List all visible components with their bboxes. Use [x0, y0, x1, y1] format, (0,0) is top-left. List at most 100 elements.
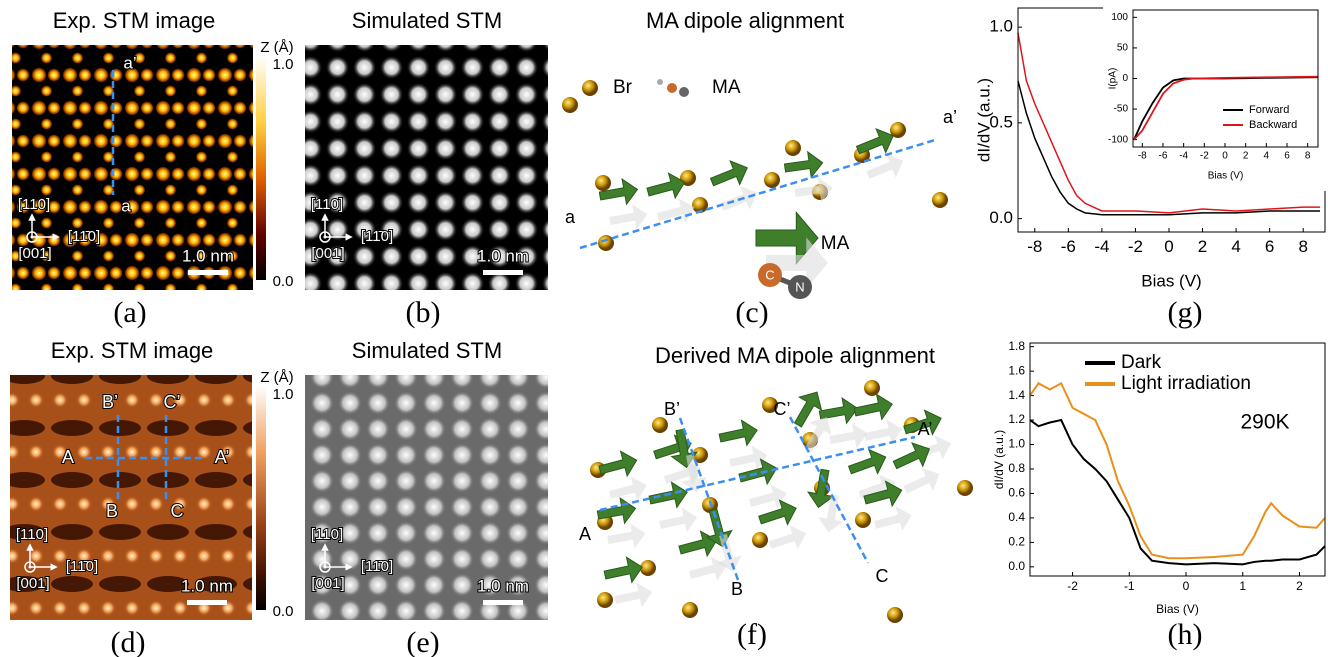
colorbar-title: Z (Å): [260, 39, 293, 56]
atom-label: N: [795, 279, 804, 294]
panel-label: (a): [113, 296, 146, 329]
axis-label: [11̄0]: [66, 558, 98, 575]
y-axis-title: I(pA): [1108, 68, 1119, 90]
scale-bar: [483, 270, 523, 275]
y-tick-label: 0.0: [1008, 559, 1025, 573]
legend-label: Forward: [1249, 104, 1289, 116]
panel-label: (b): [406, 296, 441, 329]
cut-label: a’: [943, 107, 957, 127]
legend-label: Br: [613, 77, 633, 98]
cut-label: a: [121, 196, 131, 215]
axis-label: [001]: [16, 575, 49, 592]
legend-label: Light irradiation: [1121, 373, 1251, 394]
colorbar-min: 0.0: [273, 273, 294, 290]
x-tick-label: -4: [1179, 151, 1188, 162]
br-atom: [932, 192, 948, 208]
br-atom: [582, 80, 598, 96]
axis-label: [11̄0]: [68, 228, 100, 245]
legend-label: Dark: [1121, 352, 1162, 373]
colorbar: [256, 385, 266, 610]
br-atom: [855, 512, 871, 528]
x-tick-label: 0: [1164, 237, 1173, 256]
x-tick-label: -6: [1159, 151, 1168, 162]
scale-bar: [483, 600, 523, 605]
x-tick-label: -8: [1138, 151, 1147, 162]
x-tick-label: -8: [1027, 237, 1042, 256]
cut-label: A’: [918, 419, 933, 439]
x-axis-title: Bias (V): [1141, 271, 1201, 290]
x-tick-label: 4: [1264, 151, 1270, 162]
page: Exp. STM image(a)Z (Å)1.00.0[110][11̄0][…: [0, 0, 1328, 657]
x-tick-label: -6: [1061, 237, 1076, 256]
scale-label: 1.0 nm: [477, 246, 529, 265]
y-tick-label: -50: [1114, 104, 1129, 115]
scale-label: 1.0 nm: [181, 576, 233, 595]
dipole-shadow: [607, 473, 650, 508]
ma-dipole: [647, 480, 689, 513]
n-atom: [679, 87, 689, 97]
cut-label: a: [565, 207, 576, 227]
scale-bar: [188, 270, 228, 275]
ma-dipole: [602, 555, 644, 588]
dipole-shadow: [766, 521, 810, 557]
panel-label: (f): [737, 618, 767, 651]
axis-label: [110]: [16, 526, 48, 543]
panel-title: Exp. STM image: [53, 8, 216, 33]
colorbar-max: 1.0: [273, 386, 294, 403]
h-atom: [657, 79, 663, 85]
cut-label: A: [579, 524, 591, 544]
x-tick-label: 8: [1298, 237, 1307, 256]
panel-title: Exp. STM image: [51, 338, 214, 363]
y-tick-label: 1.0: [1008, 437, 1025, 451]
colorbar-title: Z (Å): [260, 369, 293, 386]
cut-label: B: [731, 579, 743, 599]
ma-dipole: [597, 448, 640, 483]
axis-label: [11̄0]: [361, 228, 393, 245]
x-tick-label: -1: [1124, 579, 1135, 593]
axis-label: [001]: [311, 575, 344, 592]
y-tick-label: 1.4: [1008, 388, 1025, 402]
y-tick-label: 1.2: [1008, 412, 1025, 426]
br-atom: [640, 560, 656, 576]
y-tick-label: 0.4: [1008, 510, 1025, 524]
y-tick-label: 50: [1117, 43, 1129, 54]
y-tick-label: 1.8: [1008, 339, 1025, 353]
y-tick-label: 100: [1111, 12, 1128, 23]
colorbar: [256, 55, 266, 280]
dipole-shadow: [657, 505, 699, 538]
br-atom: [682, 602, 698, 618]
br-atom: [595, 175, 611, 191]
br-atom: [652, 417, 668, 433]
legend-label: Backward: [1249, 119, 1297, 131]
y-axis-title: dI/dV (a.u.): [974, 78, 993, 162]
br-atom: [597, 592, 613, 608]
x-tick-label: 4: [1231, 237, 1240, 256]
y-axis-title: dI/dV (a.u.): [992, 430, 1006, 489]
inset-background: [1103, 6, 1328, 191]
x-tick-label: 8: [1305, 151, 1311, 162]
scale-bar: [187, 600, 227, 605]
x-tick-label: 0: [1183, 579, 1190, 593]
axis-label: [110]: [311, 526, 343, 543]
x-tick-label: -4: [1094, 237, 1109, 256]
cut-label: a’: [123, 53, 136, 72]
y-tick-label: 0.6: [1008, 486, 1025, 500]
br-atom: [887, 607, 903, 623]
arrow-label: MA: [821, 233, 850, 254]
x-tick-label: 0: [1222, 151, 1228, 162]
x-tick-label: 6: [1284, 151, 1290, 162]
x-tick-label: 1: [1239, 579, 1246, 593]
dipole-shadow: [793, 175, 834, 206]
axis-origin-dot: [324, 566, 327, 569]
data-line: [1030, 420, 1325, 564]
x-tick-label: 6: [1265, 237, 1274, 256]
x-tick-label: -2: [1067, 579, 1078, 593]
cut-label: B’: [664, 399, 680, 419]
axis-origin-dot: [29, 566, 32, 569]
ma-dipole: [717, 418, 759, 451]
x-axis-title: Bias (V): [1156, 602, 1199, 616]
panel-label: (e): [406, 626, 439, 657]
panel-label: (h): [1168, 618, 1203, 651]
atom-label: C: [765, 267, 774, 282]
cut-label: C: [171, 501, 184, 521]
